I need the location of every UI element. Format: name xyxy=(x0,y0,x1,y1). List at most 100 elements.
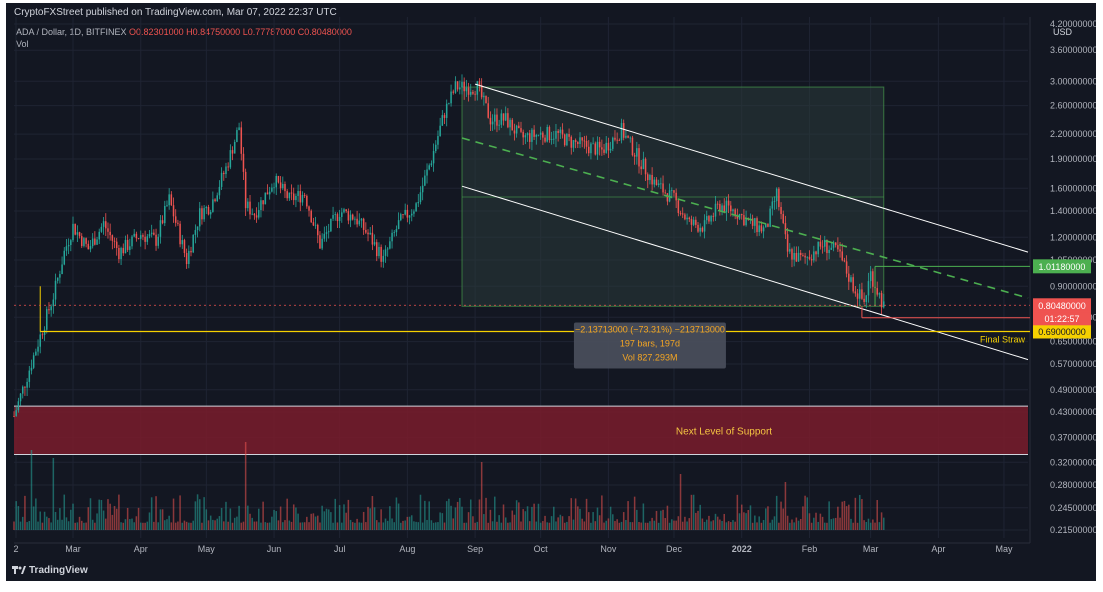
candle-body xyxy=(738,213,741,219)
volume-bar xyxy=(740,504,743,530)
candle-body xyxy=(826,239,828,254)
volume-bar xyxy=(677,516,680,530)
candle-body xyxy=(638,148,640,167)
candle-body xyxy=(553,138,555,140)
candle-body xyxy=(605,142,607,153)
volume-bar xyxy=(15,501,17,530)
candle-body xyxy=(456,81,459,90)
price-tick-label: 1.90000000 xyxy=(1050,154,1096,164)
volume-bar xyxy=(345,512,347,530)
candle-body xyxy=(622,123,625,138)
candle-body xyxy=(830,247,833,250)
candle-body xyxy=(681,213,684,215)
volume-bar xyxy=(129,519,131,530)
volume-bar xyxy=(786,515,789,530)
candle-body xyxy=(15,410,17,417)
volume-bar xyxy=(703,521,706,530)
candle-body xyxy=(587,146,590,154)
volume-bar xyxy=(404,520,406,530)
volume-bar xyxy=(148,512,151,530)
candle-body xyxy=(677,200,680,214)
candle-body xyxy=(786,234,789,252)
price-label-box xyxy=(1033,298,1091,313)
support-zone-label: Next Level of Support xyxy=(676,426,772,437)
volume-bar xyxy=(43,511,46,530)
candle-body xyxy=(124,239,127,254)
candle-body xyxy=(365,229,367,233)
candle-body xyxy=(445,103,448,118)
candle-body xyxy=(858,289,861,299)
candle-body xyxy=(804,255,806,258)
candle-body xyxy=(257,210,260,218)
candle-body xyxy=(312,222,315,226)
candle-body xyxy=(520,128,522,132)
volume-bar xyxy=(633,496,636,530)
candle-body xyxy=(83,238,85,247)
volume-bar xyxy=(424,500,426,530)
candle-body xyxy=(120,247,122,260)
volume-bar xyxy=(474,522,476,530)
volume-bar xyxy=(876,499,878,530)
candle-body xyxy=(585,140,588,147)
volume-bar xyxy=(736,494,739,530)
candle-body xyxy=(369,232,371,235)
volume-bar xyxy=(85,522,87,530)
volume-bar xyxy=(502,504,505,530)
volume-bar xyxy=(723,513,726,530)
volume-bar xyxy=(813,517,815,530)
candle-body xyxy=(771,201,774,209)
volume-bar xyxy=(518,502,520,530)
candle-body xyxy=(528,133,531,142)
volume-bar xyxy=(214,520,216,530)
candle-body xyxy=(334,214,337,216)
candle-body xyxy=(566,134,568,146)
volume-bar xyxy=(417,522,420,530)
candle-body xyxy=(758,225,760,233)
candle-body xyxy=(310,210,312,223)
candle-body xyxy=(841,251,844,261)
volume-bar xyxy=(714,513,717,530)
price-tick-label: 4.20000000 xyxy=(1050,19,1096,29)
volume-bar xyxy=(443,522,446,530)
candle-body xyxy=(810,258,813,261)
candle-body xyxy=(730,205,732,212)
volume-bar xyxy=(410,515,413,530)
volume-bar xyxy=(461,506,463,530)
candle-body xyxy=(463,81,465,92)
candle-body xyxy=(546,126,548,142)
volume-bar xyxy=(133,522,135,530)
candle-body xyxy=(743,215,745,226)
volume-bar xyxy=(684,516,686,530)
volume-bar xyxy=(310,513,312,530)
candle-body xyxy=(308,206,310,211)
candle-body xyxy=(762,227,765,232)
volume-bar xyxy=(751,522,754,530)
volume-bar xyxy=(708,515,710,530)
volume-bar xyxy=(760,522,763,530)
candle-body xyxy=(264,192,267,205)
volume-bar xyxy=(65,517,68,530)
volume-bar xyxy=(869,522,872,530)
candle-body xyxy=(393,232,396,233)
candle-body xyxy=(96,239,98,245)
candle-body xyxy=(598,141,601,148)
candle-body xyxy=(485,95,487,104)
volume-bar xyxy=(764,508,767,530)
volume-bar xyxy=(382,522,385,530)
volume-bar xyxy=(865,521,868,530)
candle-body xyxy=(32,355,35,368)
price-chart[interactable]: Next Level of Support Final Straw −2.1371… xyxy=(6,3,1096,581)
candle-body xyxy=(751,218,754,226)
candle-body xyxy=(378,246,380,257)
volume-bar xyxy=(646,522,649,530)
candle-body xyxy=(142,235,144,237)
high-value: H0.84750000 xyxy=(186,27,241,37)
candle-body xyxy=(609,148,612,151)
candle-body xyxy=(563,134,566,146)
candle-body xyxy=(607,142,610,151)
candle-body xyxy=(35,351,37,356)
candle-body xyxy=(690,219,693,225)
volume-bar xyxy=(240,522,243,530)
volume-bar xyxy=(644,522,647,530)
candle-body xyxy=(808,256,811,259)
